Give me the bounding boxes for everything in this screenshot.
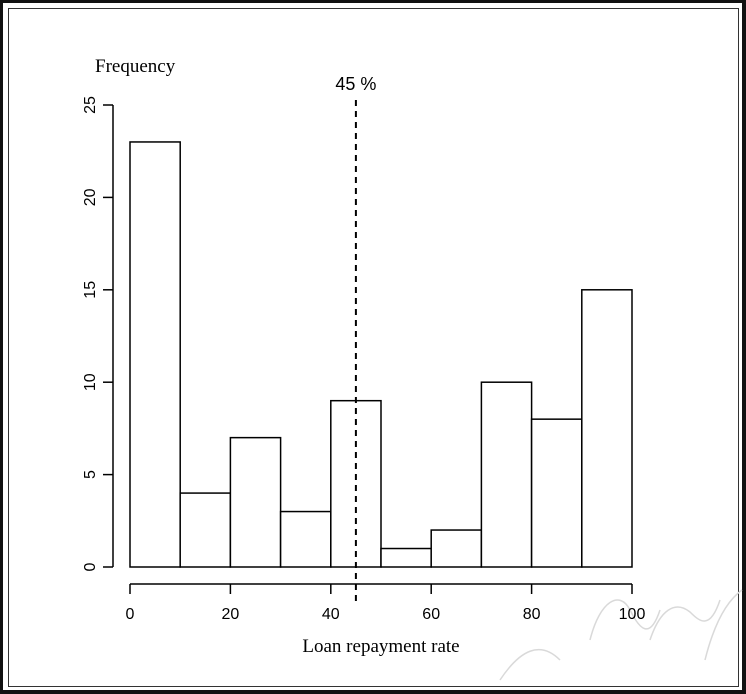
histogram-bar xyxy=(279,510,332,568)
x-tick-label: 20 xyxy=(222,606,240,623)
x-tick-label: 80 xyxy=(523,606,541,623)
histogram-bar xyxy=(229,436,282,568)
x-tick-label: 0 xyxy=(126,606,135,623)
y-tick-label: 15 xyxy=(82,281,99,299)
histogram-bar xyxy=(129,141,181,568)
histogram-bar xyxy=(530,418,583,568)
histogram-bar xyxy=(380,547,432,568)
y-tick-label: 5 xyxy=(82,470,99,479)
x-tick-label: 100 xyxy=(619,606,646,623)
y-axis-title: Frequency xyxy=(95,56,176,77)
y-tick-label: 20 xyxy=(82,188,99,206)
watermark xyxy=(499,589,743,681)
y-tick-label: 10 xyxy=(82,373,99,391)
histogram-bar xyxy=(581,289,633,568)
y-tick-label: 25 xyxy=(82,96,99,114)
x-tick-label: 60 xyxy=(422,606,440,623)
histogram-bar xyxy=(480,381,533,568)
y-tick-label: 0 xyxy=(82,562,99,571)
histogram-bar xyxy=(330,399,382,568)
histogram-bar xyxy=(430,529,483,568)
reference-line-label: 45 % xyxy=(335,74,376,94)
x-axis-title: Loan repayment rate xyxy=(302,636,459,657)
x-tick-label: 40 xyxy=(322,606,340,623)
histogram-bar xyxy=(179,492,232,568)
